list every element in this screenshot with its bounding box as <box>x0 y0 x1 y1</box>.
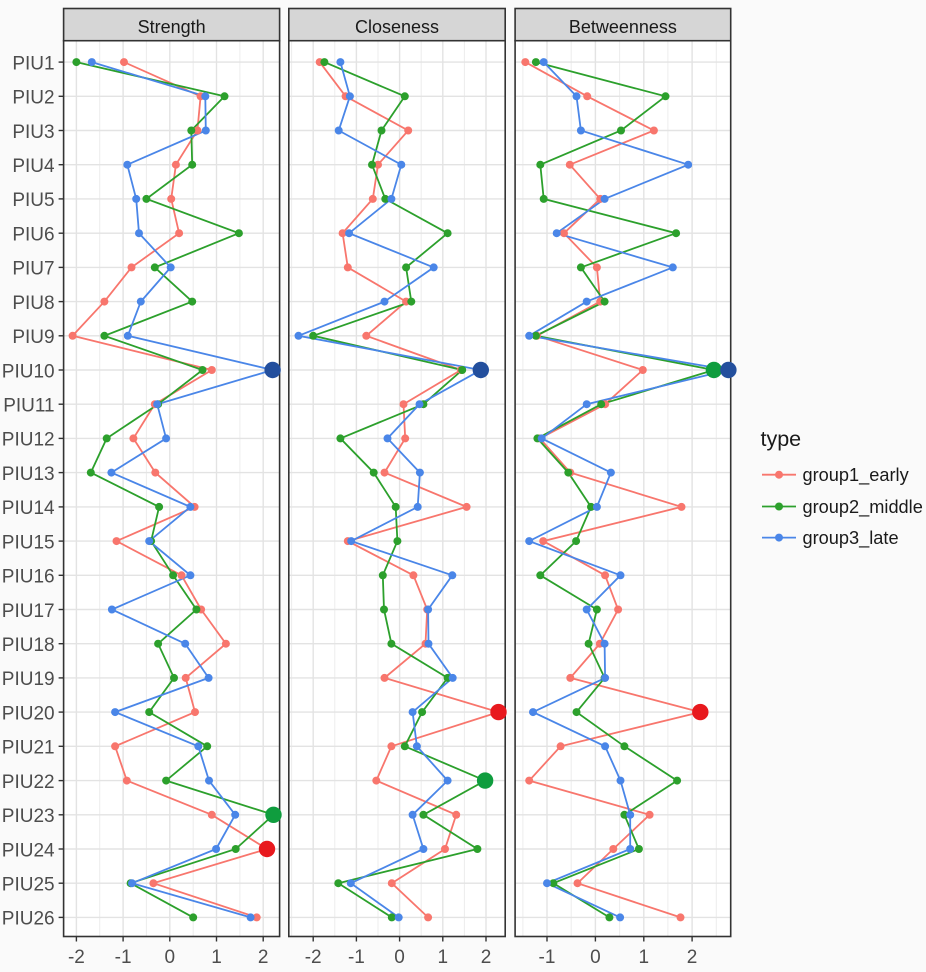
svg-text:PIU8: PIU8 <box>12 293 54 314</box>
svg-text:PIU7: PIU7 <box>12 259 54 280</box>
svg-text:group3_late: group3_late <box>803 528 899 549</box>
svg-text:PIU15: PIU15 <box>2 532 55 553</box>
svg-text:PIU12: PIU12 <box>2 430 55 451</box>
svg-text:1: 1 <box>438 947 449 968</box>
svg-text:PIU20: PIU20 <box>2 703 55 724</box>
svg-text:-1: -1 <box>348 947 365 968</box>
svg-text:0: 0 <box>165 947 176 968</box>
svg-text:group1_early: group1_early <box>803 465 910 486</box>
svg-text:2: 2 <box>481 947 492 968</box>
svg-text:PIU14: PIU14 <box>2 498 55 519</box>
svg-text:PIU19: PIU19 <box>2 669 55 690</box>
svg-text:1: 1 <box>211 947 222 968</box>
svg-text:Closeness: Closeness <box>355 17 439 37</box>
svg-text:PIU9: PIU9 <box>12 327 54 348</box>
svg-text:Betweenness: Betweenness <box>569 17 677 37</box>
svg-text:PIU3: PIU3 <box>12 122 54 143</box>
svg-text:type: type <box>761 427 802 451</box>
svg-text:PIU16: PIU16 <box>2 567 55 588</box>
svg-text:PIU21: PIU21 <box>2 738 55 759</box>
svg-text:0: 0 <box>394 947 405 968</box>
svg-text:PIU2: PIU2 <box>12 88 54 109</box>
svg-text:PIU4: PIU4 <box>12 156 55 177</box>
svg-text:PIU26: PIU26 <box>2 909 55 930</box>
svg-text:PIU6: PIU6 <box>12 225 54 246</box>
svg-text:PIU1: PIU1 <box>12 53 54 74</box>
svg-text:-2: -2 <box>305 947 322 968</box>
svg-text:PIU18: PIU18 <box>2 635 55 656</box>
svg-text:2: 2 <box>687 947 698 968</box>
svg-text:PIU22: PIU22 <box>2 772 55 793</box>
svg-text:PIU24: PIU24 <box>2 840 55 861</box>
svg-text:0: 0 <box>590 947 601 968</box>
svg-text:PIU25: PIU25 <box>2 875 55 896</box>
svg-text:group2_middle: group2_middle <box>803 497 923 518</box>
svg-text:PIU10: PIU10 <box>2 361 55 382</box>
svg-text:PIU13: PIU13 <box>2 464 55 485</box>
svg-text:PIU23: PIU23 <box>2 806 55 827</box>
svg-text:Strength: Strength <box>138 17 206 37</box>
svg-text:-1: -1 <box>115 947 132 968</box>
svg-text:-1: -1 <box>539 947 556 968</box>
svg-text:PIU5: PIU5 <box>12 190 54 211</box>
svg-text:PIU11: PIU11 <box>3 396 54 417</box>
svg-text:-2: -2 <box>68 947 85 968</box>
svg-text:PIU17: PIU17 <box>2 601 55 622</box>
svg-text:1: 1 <box>639 947 650 968</box>
svg-text:2: 2 <box>258 947 269 968</box>
